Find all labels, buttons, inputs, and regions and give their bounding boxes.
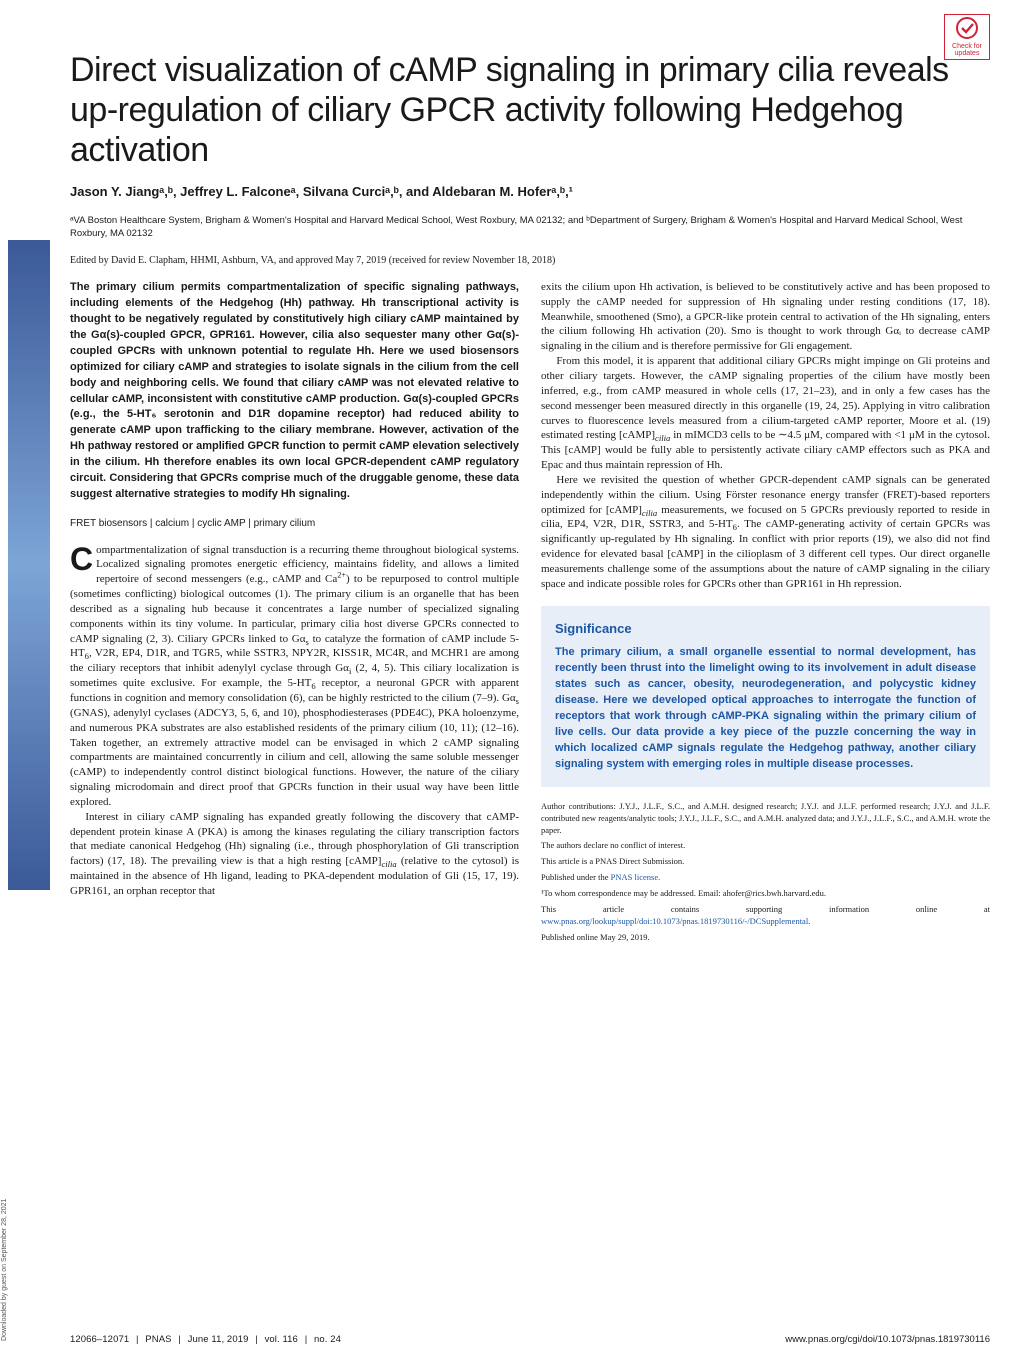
page-footer: 12066–12071 | PNAS | June 11, 2019 | vol…: [70, 1334, 990, 1345]
footer-no: no. 24: [314, 1334, 341, 1345]
body-para-2: Interest in ciliary cAMP signaling has e…: [70, 810, 519, 899]
author-contributions: Author contributions: J.Y.J., J.L.F., S.…: [541, 801, 990, 837]
authors-line: Jason Y. Jiangᵃ,ᵇ, Jeffrey L. Falconeᵃ, …: [70, 184, 990, 199]
supp-pre: This article contains supporting informa…: [541, 904, 990, 914]
footer-pages: 12066–12071: [70, 1334, 129, 1345]
body-para-4: From this model, it is apparent that add…: [541, 354, 990, 473]
article-title: Direct visualization of cAMP signaling i…: [70, 50, 990, 170]
footer-url: www.pnas.org/cgi/doi/10.1073/pnas.181973…: [785, 1334, 990, 1345]
license-pre: Published under the: [541, 872, 611, 882]
edited-by-line: Edited by David E. Clapham, HHMI, Ashbur…: [70, 255, 990, 266]
significance-heading: Significance: [555, 620, 976, 638]
keywords-line: FRET biosensors | calcium | cyclic AMP |…: [70, 517, 519, 531]
article-columns: The primary cilium permits compartmental…: [70, 280, 990, 1292]
pnas-sidebar-logo: PNAS PNAS: [8, 240, 50, 890]
significance-box: Significance The primary cilium, a small…: [541, 606, 990, 787]
pub-date: Published online May 29, 2019.: [541, 932, 990, 944]
abstract: The primary cilium permits compartmental…: [70, 280, 519, 503]
article-page: Check for updates Direct visualization o…: [70, 32, 990, 1292]
dropcap: C: [70, 543, 96, 574]
correspondence: ¹To whom correspondence may be addressed…: [541, 888, 990, 900]
column-left: The primary cilium permits compartmental…: [70, 280, 519, 1292]
crossmark-badge[interactable]: Check for updates: [944, 14, 990, 60]
significance-body: The primary cilium, a small organelle es…: [555, 645, 976, 773]
body-para-3: exits the cilium upon Hh activation, is …: [541, 280, 990, 354]
license-line: Published under the PNAS license.: [541, 872, 990, 884]
article-notes: Author contributions: J.Y.J., J.L.F., S.…: [541, 801, 990, 944]
footer-date: June 11, 2019: [188, 1334, 249, 1345]
direct-submission: This article is a PNAS Direct Submission…: [541, 856, 990, 868]
column-right: exits the cilium upon Hh activation, is …: [541, 280, 990, 1292]
pnas-license-link[interactable]: PNAS license.: [611, 872, 661, 882]
footer-journal: PNAS: [145, 1334, 171, 1345]
para1-text: ompartmentalization of signal transducti…: [70, 544, 519, 808]
affiliations: ᵃVA Boston Healthcare System, Brigham & …: [70, 215, 990, 241]
crossmark-icon: [945, 15, 989, 41]
crossmark-label: Check for updates: [945, 43, 989, 58]
footer-vol: vol. 116: [265, 1334, 298, 1345]
supp-info: This article contains supporting informa…: [541, 904, 990, 928]
no-coi: The authors declare no conflict of inter…: [541, 840, 990, 852]
footer-left: 12066–12071 | PNAS | June 11, 2019 | vol…: [70, 1334, 345, 1345]
download-note: Downloaded by guest on September 28, 202…: [1, 1199, 8, 1341]
body-para-5: Here we revisited the question of whethe…: [541, 473, 990, 592]
supp-link[interactable]: www.pnas.org/lookup/suppl/doi:10.1073/pn…: [541, 916, 808, 926]
body-para-1: Compartmentalization of signal transduct…: [70, 543, 519, 810]
